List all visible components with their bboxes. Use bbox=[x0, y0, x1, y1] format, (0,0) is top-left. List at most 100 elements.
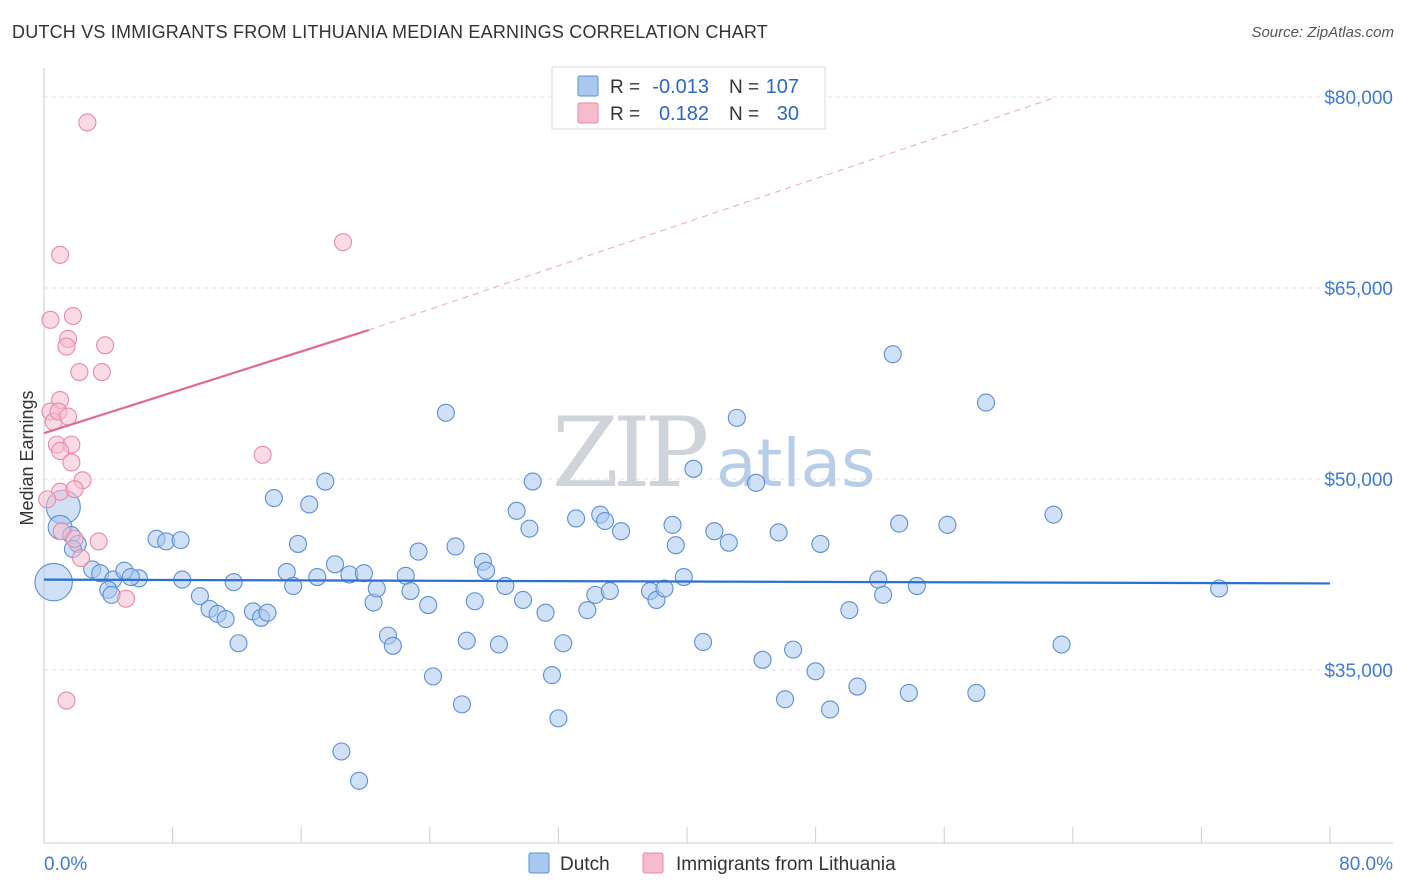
dutch-point bbox=[600, 582, 619, 601]
dutch-point bbox=[554, 634, 573, 653]
lithuania-trend-extension bbox=[368, 96, 1057, 331]
y-axis-label: Median Earnings bbox=[17, 390, 37, 525]
dutch-point bbox=[367, 579, 386, 598]
bottom-legend-label-dutch: Dutch bbox=[560, 854, 610, 875]
dutch-point bbox=[401, 582, 420, 601]
dutch-point bbox=[383, 636, 402, 655]
dutch-point bbox=[578, 601, 597, 620]
lithuania-point bbox=[70, 362, 89, 382]
dutch-point bbox=[316, 472, 335, 491]
dutch-point bbox=[409, 542, 428, 561]
dutch-point bbox=[727, 408, 746, 427]
lithuania-point bbox=[51, 245, 70, 264]
legend-n-label: N = bbox=[729, 104, 759, 125]
lithuania-point bbox=[89, 532, 108, 551]
dutch-point bbox=[655, 579, 674, 598]
dutch-point bbox=[264, 489, 283, 508]
dutch-point bbox=[171, 531, 190, 550]
dutch-point bbox=[465, 592, 484, 611]
dutch-point bbox=[869, 570, 888, 589]
dutch-point bbox=[1210, 579, 1229, 598]
dutch-point bbox=[452, 695, 472, 714]
dutch-point bbox=[753, 650, 772, 669]
legend-swatch-dutch bbox=[577, 75, 599, 97]
dutch-point bbox=[684, 459, 703, 478]
axes bbox=[43, 68, 1393, 844]
dutch-point bbox=[507, 501, 526, 520]
dutch-point bbox=[288, 534, 308, 553]
legend-r-value: 0.182 bbox=[659, 103, 709, 125]
lithuania-point bbox=[92, 362, 111, 382]
y-tick-label: $80,000 bbox=[1324, 88, 1393, 109]
legend-swatch-lithuania bbox=[577, 102, 599, 124]
dutch-point bbox=[34, 562, 73, 602]
dutch-point bbox=[121, 567, 140, 587]
lithuania-point bbox=[116, 589, 136, 608]
legend-r-label: R = bbox=[610, 104, 640, 125]
lithuania-point bbox=[41, 310, 60, 329]
dutch-point bbox=[457, 631, 476, 650]
dutch-point bbox=[224, 573, 243, 592]
dutch-point bbox=[325, 555, 345, 574]
dutch-point bbox=[848, 677, 867, 696]
dutch-point bbox=[595, 511, 615, 531]
legend-r-label: R = bbox=[610, 77, 640, 98]
watermark-zip: ZIP bbox=[552, 397, 707, 509]
dutch-point bbox=[549, 709, 568, 728]
chart-title: DUTCH VS IMMIGRANTS FROM LITHUANIA MEDIA… bbox=[12, 22, 768, 42]
dutch-point bbox=[776, 690, 795, 709]
dutch-point bbox=[332, 742, 351, 761]
dutch-point bbox=[513, 590, 533, 610]
lithuania-point bbox=[253, 445, 272, 464]
lithuania-point bbox=[71, 548, 91, 567]
dutch-point bbox=[350, 771, 369, 790]
dutch-point bbox=[976, 393, 996, 412]
dutch-point bbox=[477, 561, 496, 580]
bottom-legend-label-lithuania: Immigrants from Lithuania bbox=[676, 854, 896, 875]
y-tick-label: $65,000 bbox=[1324, 279, 1393, 300]
legend-n-label: N = bbox=[729, 77, 759, 98]
lithuania-point bbox=[51, 441, 70, 461]
lithuania-trend-line bbox=[43, 328, 370, 435]
dutch-point bbox=[899, 683, 918, 702]
lithuania-point bbox=[63, 306, 82, 326]
legend-r-value: -0.013 bbox=[652, 76, 709, 98]
dutch-point bbox=[423, 667, 443, 686]
dutch-point bbox=[489, 635, 508, 654]
x-tick-label: 80.0% bbox=[1339, 854, 1393, 875]
dutch-point bbox=[308, 567, 327, 587]
dutch-point bbox=[1044, 505, 1063, 524]
lithuania-point bbox=[96, 336, 115, 355]
y-tick-label: $50,000 bbox=[1324, 470, 1393, 491]
lithuania-point bbox=[38, 490, 57, 509]
legend-n-value: 30 bbox=[777, 103, 799, 125]
dutch-point bbox=[612, 522, 631, 541]
dutch-trend-line bbox=[43, 578, 1331, 585]
dutch-point bbox=[663, 515, 682, 534]
lithuania-point bbox=[65, 480, 84, 499]
legend-n-value: 107 bbox=[766, 76, 799, 98]
dutch-point bbox=[446, 537, 465, 556]
y-tick-label: $35,000 bbox=[1324, 661, 1393, 682]
chart-source: Source: ZipAtlas.com bbox=[1251, 24, 1394, 41]
bottom-legend: Dutch Immigrants from Lithuania bbox=[528, 852, 896, 875]
bottom-legend-swatch-dutch bbox=[528, 852, 550, 874]
tick-labels: $35,000 $50,000 $65,000 $80,000 0.0% 80.0% bbox=[44, 88, 1393, 875]
dutch-point bbox=[567, 509, 586, 528]
lithuania-point bbox=[333, 233, 353, 252]
legend: R = -0.013 N = 107 R = 0.182 N = 30 bbox=[551, 66, 826, 130]
dutch-point bbox=[874, 585, 893, 604]
dutch-point bbox=[229, 634, 248, 653]
lithuania-point bbox=[62, 453, 81, 472]
dutch-point bbox=[938, 515, 957, 534]
bottom-legend-swatch-lithuania bbox=[642, 852, 664, 874]
dutch-point bbox=[523, 472, 542, 491]
dutch-point bbox=[300, 495, 319, 514]
dutch-point bbox=[436, 403, 455, 422]
dutch-point bbox=[806, 662, 825, 681]
dutch-point bbox=[284, 576, 303, 596]
dutch-point bbox=[216, 610, 235, 629]
x-tick-label: 0.0% bbox=[44, 854, 87, 875]
dutch-point bbox=[840, 601, 859, 620]
